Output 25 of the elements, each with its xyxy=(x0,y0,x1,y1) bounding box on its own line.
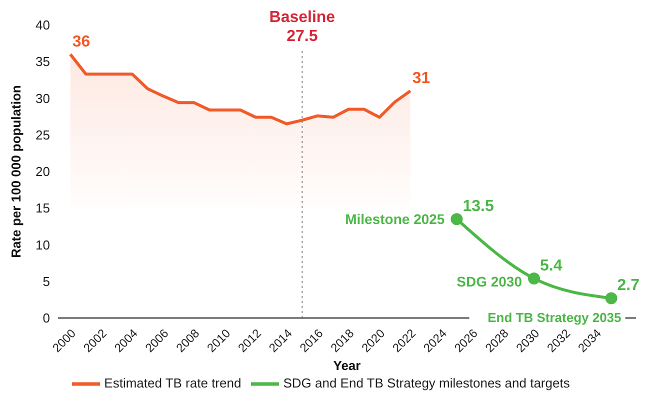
x-axis-title: Year xyxy=(333,358,361,373)
data-label: 2.7 xyxy=(617,277,640,294)
y-axis-title: Rate per 100 000 population xyxy=(8,85,24,258)
y-tick-label: 25 xyxy=(36,127,50,142)
y-tick-label: 5 xyxy=(42,274,50,289)
point xyxy=(605,292,618,304)
data-label: 5.4 xyxy=(540,257,562,274)
y-tick-label: 15 xyxy=(36,200,50,216)
y-tick-label: 20 xyxy=(36,164,50,180)
ref-line-label: Baseline 27.5 xyxy=(269,9,336,45)
data-label: 36 xyxy=(72,33,90,50)
y-tick-label: 40 xyxy=(36,18,50,33)
data-label: 13.5 xyxy=(462,198,494,216)
y-tick-label: 0 xyxy=(42,310,50,326)
y-tick-label: 35 xyxy=(36,54,50,70)
annotation: Milestone 2025 xyxy=(345,211,445,228)
annotation: SDG 2030 xyxy=(456,273,522,290)
point xyxy=(528,272,540,284)
point xyxy=(450,213,463,226)
y-tick-label: 30 xyxy=(36,90,50,106)
annotation: End TB Strategy 2035 xyxy=(488,310,622,326)
y-tick-label: 10 xyxy=(36,237,50,252)
legend-label: SDG and End TB Strategy milestones and targets xyxy=(283,375,570,390)
legend-label: Estimated TB rate trend xyxy=(104,375,242,390)
data-label: 31 xyxy=(412,70,430,87)
